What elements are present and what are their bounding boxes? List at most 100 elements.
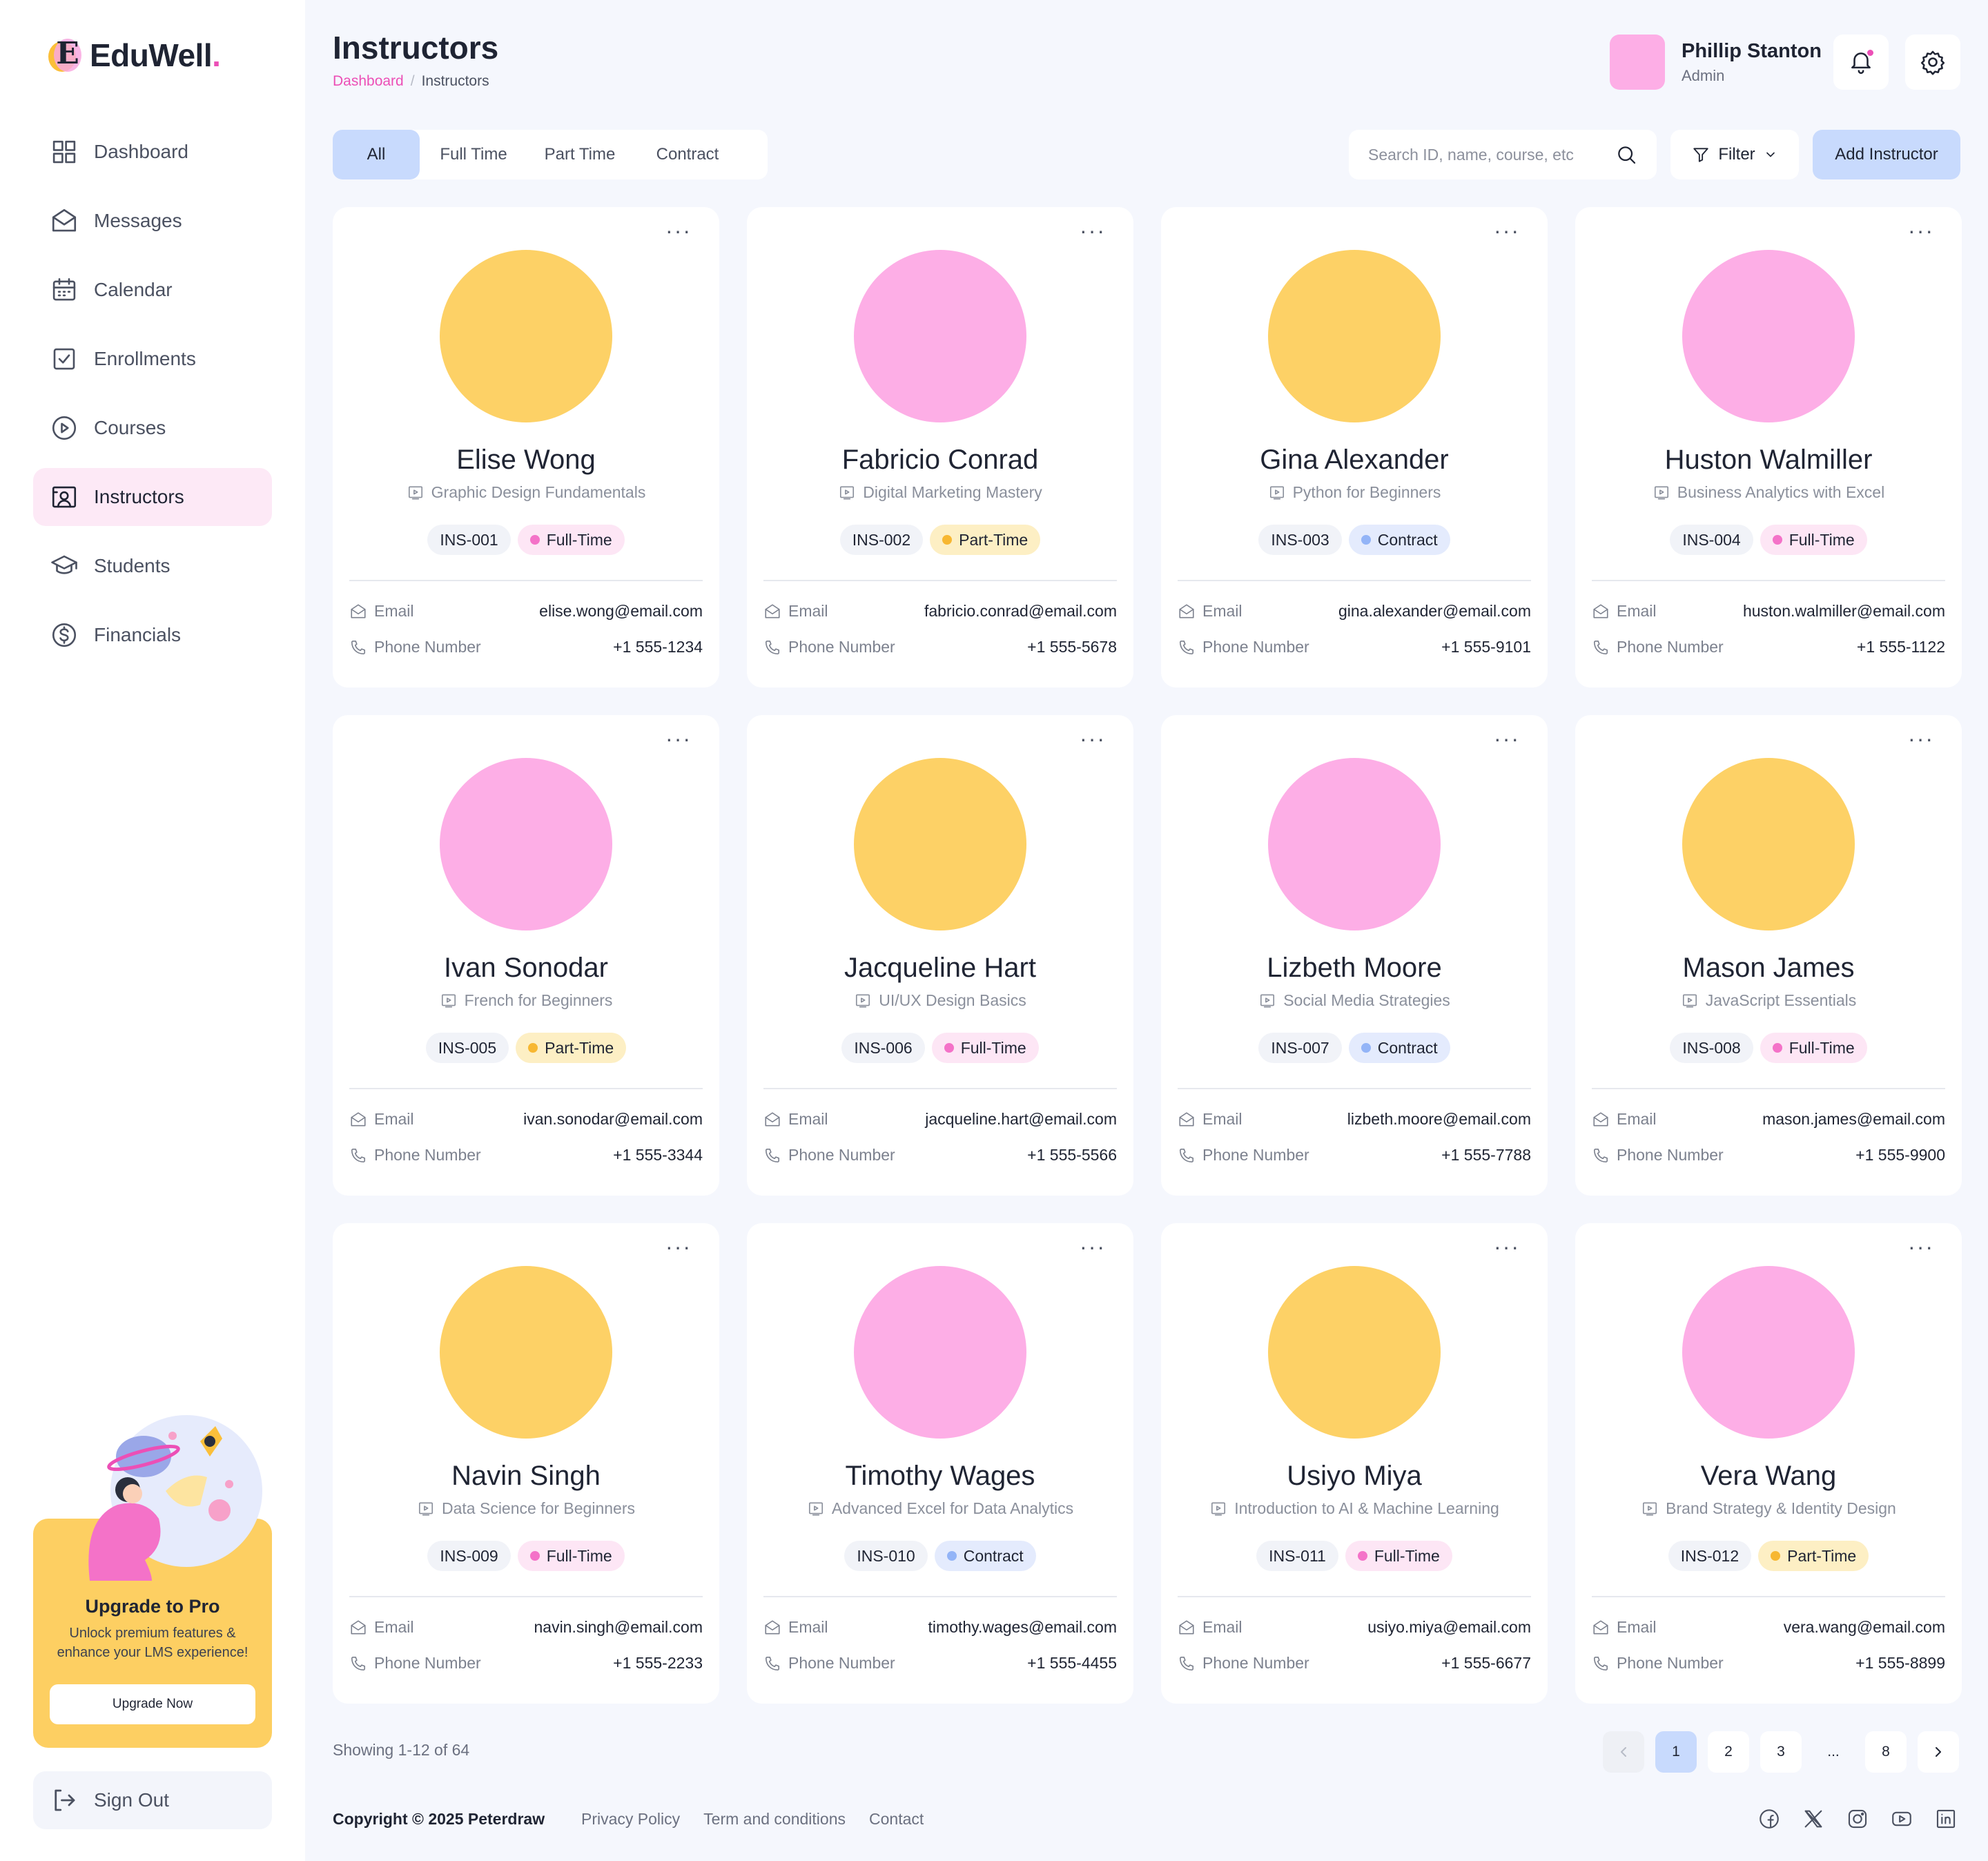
sidebar-item-instructors[interactable]: Instructors bbox=[33, 468, 272, 526]
instructor-card[interactable]: ··· Navin Singh Data Science for Beginners… bbox=[333, 1223, 719, 1704]
instructor-card[interactable]: ··· Huston Walmiller Business Analytics wi… bbox=[1575, 207, 1962, 688]
sidebar-item-label: Financials bbox=[94, 624, 182, 645]
page-3-button[interactable]: 3 bbox=[1760, 1731, 1802, 1773]
phone-value[interactable]: +1 555-1234 bbox=[613, 638, 703, 656]
instagram-icon[interactable] bbox=[1846, 1807, 1869, 1831]
next-page-button[interactable] bbox=[1918, 1731, 1959, 1773]
instructor-card[interactable]: ··· Lizbeth Moore Social Media Strategies I… bbox=[1161, 715, 1548, 1196]
breadcrumb-dashboard[interactable]: Dashboard bbox=[333, 73, 404, 89]
phone-value[interactable]: +1 555-2233 bbox=[613, 1654, 703, 1672]
page-1-button[interactable]: 1 bbox=[1655, 1731, 1697, 1773]
instructor-card[interactable]: ··· Usiyo Miya Introduction to AI & Machin… bbox=[1161, 1223, 1548, 1704]
instructor-card[interactable]: ··· Jacqueline Hart UI/UX Design Basics INS… bbox=[747, 715, 1133, 1196]
tab-all[interactable]: All bbox=[333, 130, 420, 179]
phone-value[interactable]: +1 555-4455 bbox=[1027, 1654, 1117, 1672]
footer-link-contact[interactable]: Contact bbox=[869, 1810, 924, 1828]
more-options-icon[interactable]: ··· bbox=[1494, 726, 1520, 751]
phone-value[interactable]: +1 555-3344 bbox=[613, 1146, 703, 1164]
email-label-group: Email bbox=[1178, 602, 1242, 621]
user-profile[interactable]: Phillip Stanton Admin bbox=[1610, 35, 1822, 90]
instructor-card[interactable]: ··· Mason James JavaScript Essentials INS-0… bbox=[1575, 715, 1962, 1196]
more-options-icon[interactable]: ··· bbox=[1908, 726, 1934, 751]
instructor-card[interactable]: ··· Elise Wong Graphic Design Fundamentals… bbox=[333, 207, 719, 688]
facebook-icon[interactable] bbox=[1757, 1807, 1781, 1831]
phone-value[interactable]: +1 555-7788 bbox=[1441, 1146, 1531, 1164]
email-value[interactable]: elise.wong@email.com bbox=[539, 602, 703, 620]
instructor-card[interactable]: ··· Fabricio Conrad Digital Marketing Mast… bbox=[747, 207, 1133, 688]
more-options-icon[interactable]: ··· bbox=[1080, 1234, 1106, 1259]
page-2-button[interactable]: 2 bbox=[1708, 1731, 1749, 1773]
phone-value[interactable]: +1 555-9101 bbox=[1441, 638, 1531, 656]
sidebar-item-calendar[interactable]: Calendar bbox=[33, 261, 272, 319]
phone-value[interactable]: +1 555-6677 bbox=[1441, 1654, 1531, 1672]
email-value[interactable]: gina.alexander@email.com bbox=[1338, 602, 1531, 620]
phone-label: Phone Number bbox=[1617, 1146, 1724, 1164]
email-value[interactable]: timothy.wages@email.com bbox=[928, 1618, 1117, 1636]
notification-dot bbox=[1866, 48, 1875, 57]
brand-logo[interactable]: E EduWell. bbox=[48, 35, 221, 76]
instructor-course: French for Beginners bbox=[333, 991, 719, 1010]
course-name: Brand Strategy & Identity Design bbox=[1666, 1499, 1896, 1517]
phone-value[interactable]: +1 555-5566 bbox=[1027, 1146, 1117, 1164]
more-options-icon[interactable]: ··· bbox=[1080, 726, 1106, 751]
pagination-ellipsis: ... bbox=[1827, 1744, 1840, 1760]
email-value[interactable]: vera.wang@email.com bbox=[1783, 1618, 1945, 1636]
footer-link-privacy-policy[interactable]: Privacy Policy bbox=[581, 1810, 681, 1828]
sidebar-item-courses[interactable]: Courses bbox=[33, 399, 272, 457]
sidebar-item-dashboard[interactable]: Dashboard bbox=[33, 123, 272, 181]
more-options-icon[interactable]: ··· bbox=[665, 218, 692, 243]
footer-link-term-and-conditions[interactable]: Term and conditions bbox=[703, 1810, 846, 1828]
page-8-button[interactable]: 8 bbox=[1865, 1731, 1907, 1773]
email-value[interactable]: fabricio.conrad@email.com bbox=[924, 602, 1117, 620]
settings-button[interactable] bbox=[1905, 35, 1960, 90]
sidebar-item-financials[interactable]: Financials bbox=[33, 606, 272, 664]
phone-value[interactable]: +1 555-5678 bbox=[1027, 638, 1117, 656]
phone-value[interactable]: +1 555-8899 bbox=[1855, 1654, 1945, 1672]
instructor-tags: INS-007 Contract bbox=[1161, 1033, 1548, 1063]
sidebar-item-messages[interactable]: Messages bbox=[33, 192, 272, 250]
email-value[interactable]: navin.singh@email.com bbox=[534, 1618, 703, 1636]
add-instructor-button[interactable]: Add Instructor bbox=[1813, 130, 1960, 179]
prev-page-button[interactable] bbox=[1603, 1731, 1644, 1773]
more-options-icon[interactable]: ··· bbox=[1908, 218, 1934, 243]
sidebar-item-students[interactable]: Students bbox=[33, 537, 272, 595]
filter-button[interactable]: Filter bbox=[1670, 130, 1799, 179]
more-options-icon[interactable]: ··· bbox=[1908, 1234, 1934, 1259]
envelope-icon bbox=[1178, 603, 1196, 621]
instructor-tags: INS-003 Contract bbox=[1161, 525, 1548, 555]
search-icon[interactable] bbox=[1615, 144, 1637, 166]
youtube-icon[interactable] bbox=[1890, 1807, 1913, 1831]
search-input[interactable] bbox=[1368, 145, 1615, 164]
search-box[interactable] bbox=[1349, 130, 1657, 179]
tab-contract[interactable]: Contract bbox=[656, 145, 719, 164]
email-value[interactable]: mason.james@email.com bbox=[1762, 1110, 1945, 1128]
email-value[interactable]: jacqueline.hart@email.com bbox=[925, 1110, 1117, 1128]
more-options-icon[interactable]: ··· bbox=[665, 726, 692, 751]
notifications-button[interactable] bbox=[1833, 35, 1889, 90]
x-icon[interactable] bbox=[1802, 1807, 1825, 1831]
tab-part-time[interactable]: Part Time bbox=[544, 145, 616, 164]
phone-value[interactable]: +1 555-1122 bbox=[1856, 638, 1945, 656]
linkedin-icon[interactable] bbox=[1934, 1807, 1958, 1831]
instructor-card[interactable]: ··· Timothy Wages Advanced Excel for Data … bbox=[747, 1223, 1133, 1704]
phone-value[interactable]: +1 555-9900 bbox=[1855, 1146, 1945, 1164]
more-options-icon[interactable]: ··· bbox=[1494, 218, 1520, 243]
tab-full-time[interactable]: Full Time bbox=[440, 145, 507, 164]
instructor-card[interactable]: ··· Vera Wang Brand Strategy & Identity De… bbox=[1575, 1223, 1962, 1704]
email-value[interactable]: ivan.sonodar@email.com bbox=[523, 1110, 703, 1128]
email-value[interactable]: lizbeth.moore@email.com bbox=[1347, 1110, 1531, 1128]
upgrade-now-button[interactable]: Upgrade Now bbox=[50, 1684, 255, 1724]
instructor-card[interactable]: ··· Ivan Sonodar French for Beginners INS-0… bbox=[333, 715, 719, 1196]
more-options-icon[interactable]: ··· bbox=[665, 1234, 692, 1259]
course-name: Social Media Strategies bbox=[1283, 991, 1450, 1009]
course-name: Advanced Excel for Data Analytics bbox=[831, 1499, 1074, 1517]
email-value[interactable]: huston.walmiller@email.com bbox=[1742, 602, 1945, 620]
sidebar-item-enrollments[interactable]: Enrollments bbox=[33, 330, 272, 388]
sign-out-button[interactable]: Sign Out bbox=[33, 1771, 272, 1829]
email-value[interactable]: usiyo.miya@email.com bbox=[1367, 1618, 1531, 1636]
more-options-icon[interactable]: ··· bbox=[1494, 1234, 1520, 1259]
divider bbox=[1178, 580, 1531, 581]
more-options-icon[interactable]: ··· bbox=[1080, 218, 1106, 243]
email-row: Email lizbeth.moore@email.com bbox=[1178, 1110, 1531, 1129]
instructor-card[interactable]: ··· Gina Alexander Python for Beginners INS… bbox=[1161, 207, 1548, 688]
